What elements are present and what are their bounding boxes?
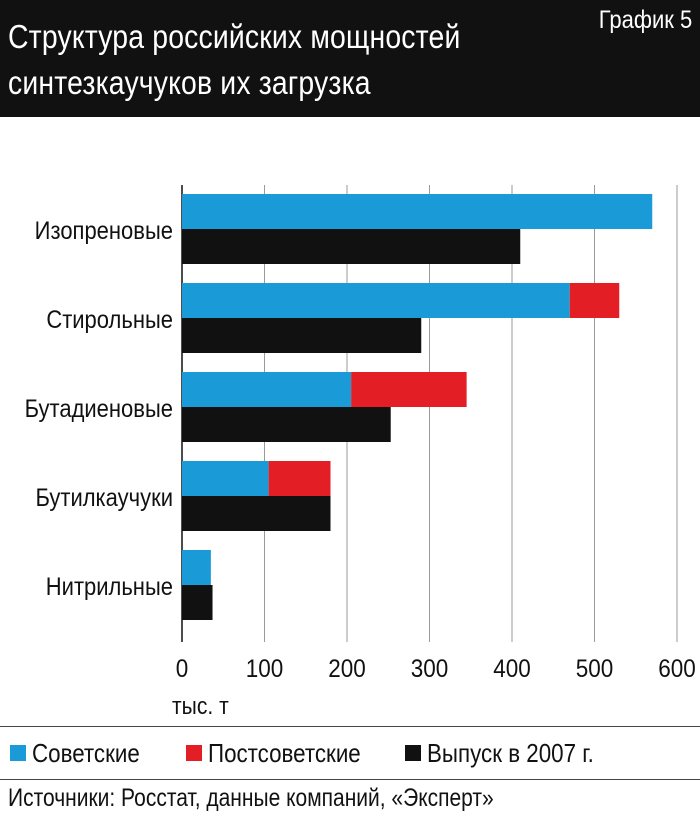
x-tick-label-0: 0 (176, 655, 189, 683)
bar-output-3 (182, 496, 331, 531)
x-tick-label-500: 500 (576, 655, 614, 683)
legend-label-soviet: Советские (32, 737, 140, 768)
legend: Советские Постсоветские Выпуск в 2007 г. (0, 726, 700, 780)
legend-item-soviet: Советские (10, 737, 157, 768)
bar-postsoviet-3 (268, 461, 331, 496)
legend-item-output-2007: Выпуск в 2007 г. (405, 737, 621, 768)
bar-soviet-2 (182, 372, 352, 407)
chart-header: Структура российских мощностей синтезкау… (0, 0, 700, 117)
category-label-4: Нитрильные (46, 573, 173, 601)
bar-output-2 (182, 407, 391, 442)
bar-output-1 (182, 318, 422, 353)
bar-output-0 (182, 229, 521, 264)
legend-label-postsoviet: Постсоветские (208, 737, 361, 768)
legend-swatch-postsoviet (186, 745, 202, 761)
bar-postsoviet-1 (569, 283, 620, 318)
chart-title: Структура российских мощностей синтезкау… (8, 14, 490, 106)
bar-output-4 (182, 585, 213, 620)
x-axis-label: тыс. т (172, 693, 229, 720)
legend-swatch-soviet (10, 745, 26, 761)
source-note: Источники: Росстат, данные компаний, «Эк… (8, 784, 494, 812)
bar-chart: Изопреновые Стирольные Бутадиеновые Бутилка… (25, 185, 696, 720)
legend-item-postsoviet: Постсоветские (186, 737, 386, 768)
legend-swatch-output-2007 (405, 745, 421, 761)
chart-title-line-1: Структура российских мощностей (8, 18, 461, 55)
bar-soviet-4 (182, 550, 211, 585)
category-label-3: Бутилкаучуки (35, 484, 173, 512)
x-tick-label-400: 400 (493, 655, 531, 683)
bar-soviet-3 (182, 461, 269, 496)
x-tick-label-300: 300 (411, 655, 449, 683)
bar-postsoviet-2 (351, 372, 467, 407)
chart-title-line-2: синтезкаучуков их загрузка (8, 64, 371, 101)
x-tick-label-100: 100 (246, 655, 284, 683)
bar-soviet-1 (182, 283, 570, 318)
figure-badge: График 5 (598, 6, 692, 34)
legend-label-output-2007: Выпуск в 2007 г. (427, 737, 594, 768)
category-label-2: Бутадиеновые (25, 395, 173, 423)
x-tick-label-200: 200 (328, 655, 366, 683)
category-label-0: Изопреновые (35, 217, 173, 245)
x-tick-label-600: 600 (658, 655, 696, 683)
category-label-1: Стирольные (46, 306, 173, 334)
bar-soviet-0 (182, 194, 653, 229)
